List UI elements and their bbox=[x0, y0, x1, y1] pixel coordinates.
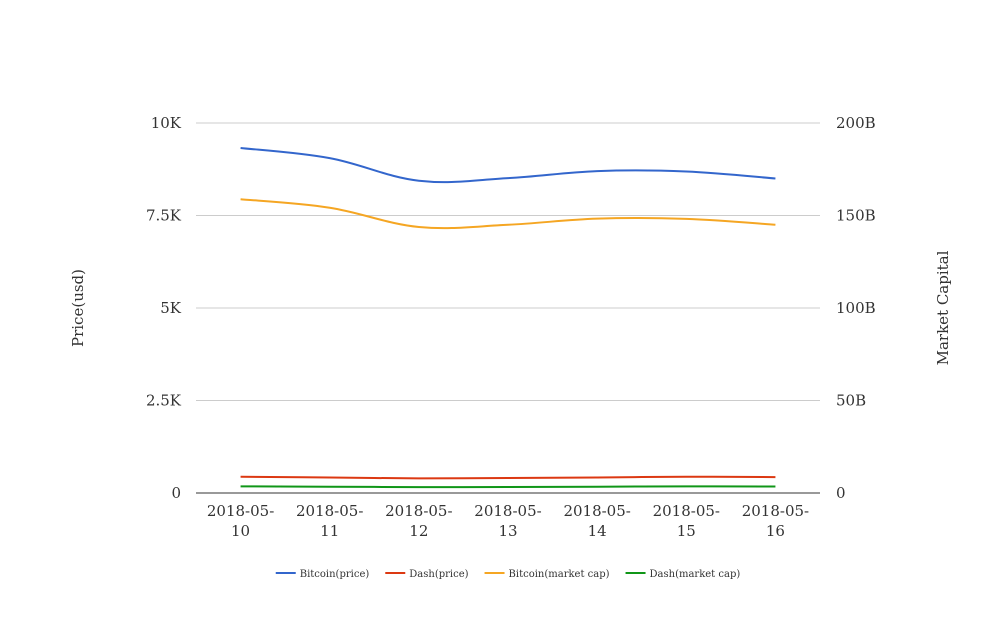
y-right-tick-label: 100B bbox=[836, 299, 876, 317]
x-tick-label: 2018-05-12 bbox=[385, 502, 452, 540]
legend-item-bitcoin-price[interactable]: Bitcoin(price) bbox=[275, 569, 370, 580]
series-line-bitcoin-market-cap bbox=[240, 198, 776, 230]
x-tick-label: 2018-05-11 bbox=[296, 502, 363, 540]
legend: Bitcoin(price) Dash(price) Bitcoin(market … bbox=[275, 569, 741, 580]
legend-label: Dash(market cap) bbox=[650, 569, 741, 580]
series-lines bbox=[240, 146, 776, 489]
legend-label: Bitcoin(market cap) bbox=[509, 569, 610, 580]
y-left-tick-label: 2.5K bbox=[146, 392, 182, 410]
y-left-tick-label: 5K bbox=[160, 299, 182, 317]
series-line-dash-market-cap bbox=[240, 485, 776, 489]
x-tick-label: 2018-05-14 bbox=[563, 502, 630, 540]
legend-label: Bitcoin(price) bbox=[300, 569, 370, 580]
y-left-tick-label: 0 bbox=[171, 484, 181, 502]
x-tick-label: 2018-05-15 bbox=[653, 502, 720, 540]
legend-item-dash-market-cap[interactable]: Dash(market cap) bbox=[625, 569, 741, 580]
legend-item-bitcoin-market-cap[interactable]: Bitcoin(market cap) bbox=[484, 569, 610, 580]
series-line-bitcoin-price bbox=[240, 146, 776, 184]
y-right-axis-title: Market Capital bbox=[934, 250, 952, 365]
gridlines bbox=[196, 122, 820, 401]
y-right-tick-label: 150B bbox=[836, 207, 876, 225]
y-left-tick-label: 7.5K bbox=[146, 207, 182, 225]
legend-item-dash-price[interactable]: Dash(price) bbox=[385, 569, 469, 580]
y-right-tick-label: 0 bbox=[836, 484, 846, 502]
y-left-tick-label: 10K bbox=[151, 114, 182, 132]
y-right-tick-label: 50B bbox=[836, 392, 866, 410]
y-right-tick-label: 200B bbox=[836, 114, 876, 132]
axes: 0 2.5K 5K 7.5K 10K 0 50B 100B 150B 200B 2018-05-10… bbox=[69, 114, 952, 540]
series-line-dash-price bbox=[240, 475, 776, 480]
x-tick-label: 2018-05-16 bbox=[742, 502, 809, 540]
legend-label: Dash(price) bbox=[409, 569, 468, 580]
y-left-axis-title: Price(usd) bbox=[69, 269, 87, 347]
x-tick-label: 2018-05-10 bbox=[207, 502, 274, 540]
x-tick-label: 2018-05-13 bbox=[474, 502, 541, 540]
